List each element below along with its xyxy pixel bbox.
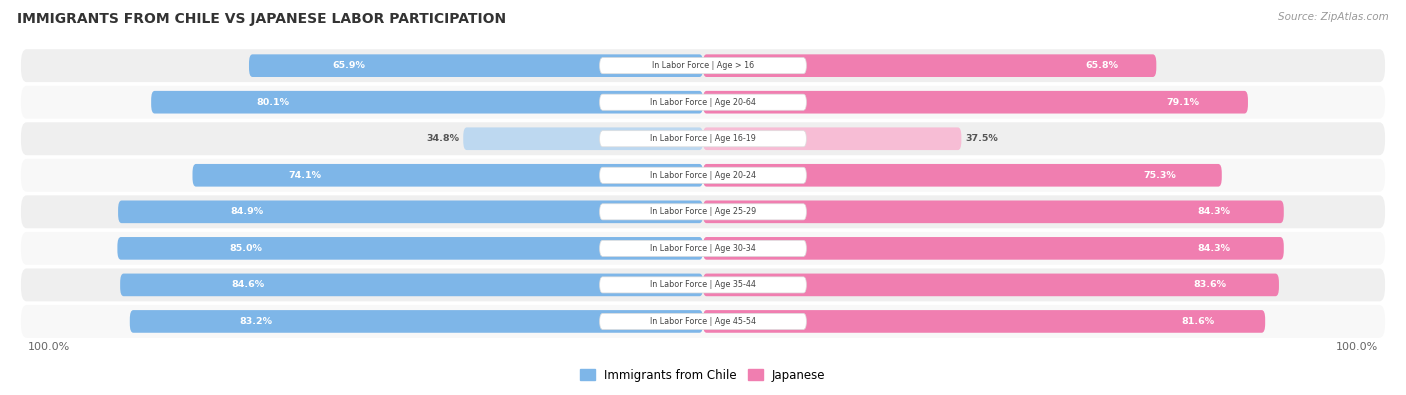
Text: IMMIGRANTS FROM CHILE VS JAPANESE LABOR PARTICIPATION: IMMIGRANTS FROM CHILE VS JAPANESE LABOR … bbox=[17, 12, 506, 26]
FancyBboxPatch shape bbox=[703, 237, 1284, 260]
FancyBboxPatch shape bbox=[599, 277, 807, 293]
Text: 83.2%: 83.2% bbox=[239, 317, 273, 326]
FancyBboxPatch shape bbox=[21, 86, 1385, 118]
FancyBboxPatch shape bbox=[599, 204, 807, 220]
FancyBboxPatch shape bbox=[463, 128, 703, 150]
FancyBboxPatch shape bbox=[120, 274, 703, 296]
Text: 84.6%: 84.6% bbox=[232, 280, 264, 290]
Legend: Immigrants from Chile, Japanese: Immigrants from Chile, Japanese bbox=[575, 364, 831, 386]
Text: 65.9%: 65.9% bbox=[332, 61, 366, 70]
Text: In Labor Force | Age 45-54: In Labor Force | Age 45-54 bbox=[650, 317, 756, 326]
FancyBboxPatch shape bbox=[703, 164, 1222, 186]
Text: 81.6%: 81.6% bbox=[1181, 317, 1215, 326]
FancyBboxPatch shape bbox=[703, 201, 1284, 223]
Text: 84.3%: 84.3% bbox=[1198, 207, 1230, 216]
FancyBboxPatch shape bbox=[599, 313, 807, 329]
Text: In Labor Force | Age 16-19: In Labor Force | Age 16-19 bbox=[650, 134, 756, 143]
FancyBboxPatch shape bbox=[703, 91, 1249, 113]
FancyBboxPatch shape bbox=[599, 131, 807, 147]
Text: 74.1%: 74.1% bbox=[288, 171, 322, 180]
Text: In Labor Force | Age 35-44: In Labor Force | Age 35-44 bbox=[650, 280, 756, 290]
FancyBboxPatch shape bbox=[118, 201, 703, 223]
FancyBboxPatch shape bbox=[21, 196, 1385, 228]
FancyBboxPatch shape bbox=[129, 310, 703, 333]
FancyBboxPatch shape bbox=[21, 269, 1385, 301]
FancyBboxPatch shape bbox=[703, 274, 1279, 296]
FancyBboxPatch shape bbox=[152, 91, 703, 113]
Text: In Labor Force | Age > 16: In Labor Force | Age > 16 bbox=[652, 61, 754, 70]
FancyBboxPatch shape bbox=[599, 167, 807, 183]
FancyBboxPatch shape bbox=[21, 305, 1385, 338]
Text: In Labor Force | Age 20-64: In Labor Force | Age 20-64 bbox=[650, 98, 756, 107]
Text: 34.8%: 34.8% bbox=[426, 134, 460, 143]
Text: 100.0%: 100.0% bbox=[1336, 342, 1378, 352]
Text: 85.0%: 85.0% bbox=[229, 244, 263, 253]
Text: 37.5%: 37.5% bbox=[966, 134, 998, 143]
Text: 83.6%: 83.6% bbox=[1194, 280, 1226, 290]
Text: Source: ZipAtlas.com: Source: ZipAtlas.com bbox=[1278, 12, 1389, 22]
Text: 65.8%: 65.8% bbox=[1085, 61, 1118, 70]
FancyBboxPatch shape bbox=[21, 159, 1385, 192]
FancyBboxPatch shape bbox=[599, 240, 807, 256]
FancyBboxPatch shape bbox=[21, 232, 1385, 265]
Text: In Labor Force | Age 25-29: In Labor Force | Age 25-29 bbox=[650, 207, 756, 216]
FancyBboxPatch shape bbox=[21, 122, 1385, 155]
FancyBboxPatch shape bbox=[703, 310, 1265, 333]
Text: In Labor Force | Age 30-34: In Labor Force | Age 30-34 bbox=[650, 244, 756, 253]
FancyBboxPatch shape bbox=[193, 164, 703, 186]
Text: 80.1%: 80.1% bbox=[256, 98, 290, 107]
Text: 79.1%: 79.1% bbox=[1166, 98, 1199, 107]
FancyBboxPatch shape bbox=[599, 94, 807, 110]
Text: 84.3%: 84.3% bbox=[1198, 244, 1230, 253]
FancyBboxPatch shape bbox=[599, 58, 807, 74]
FancyBboxPatch shape bbox=[703, 128, 962, 150]
Text: 84.9%: 84.9% bbox=[231, 207, 263, 216]
FancyBboxPatch shape bbox=[118, 237, 703, 260]
FancyBboxPatch shape bbox=[249, 55, 703, 77]
Text: 100.0%: 100.0% bbox=[28, 342, 70, 352]
FancyBboxPatch shape bbox=[703, 55, 1156, 77]
FancyBboxPatch shape bbox=[21, 49, 1385, 82]
Text: 75.3%: 75.3% bbox=[1143, 171, 1175, 180]
Text: In Labor Force | Age 20-24: In Labor Force | Age 20-24 bbox=[650, 171, 756, 180]
